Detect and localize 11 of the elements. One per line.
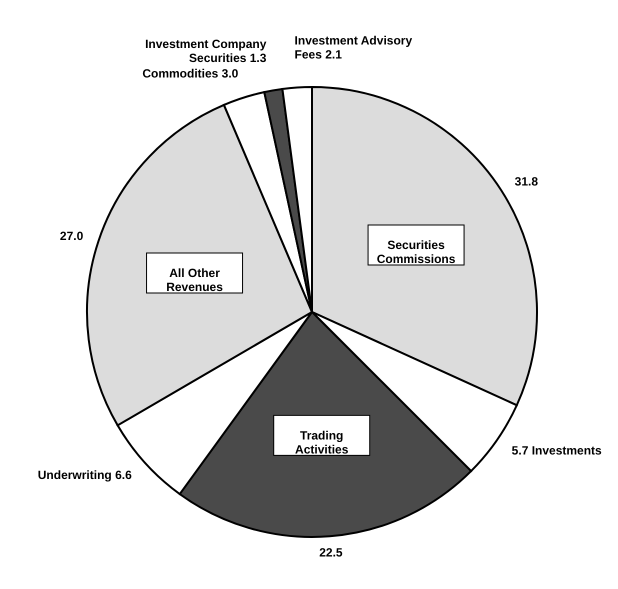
slice-label: 5.7 Investments xyxy=(512,443,602,458)
slice-label: Investment Advisory Fees 2.1 xyxy=(294,34,412,62)
slice-label: Trading Activities xyxy=(295,428,349,456)
data-label: 31.8 xyxy=(514,174,538,189)
slice-label: All Other Revenues xyxy=(166,266,224,294)
slice-label: Commodities 3.0 xyxy=(142,66,239,80)
slice-label: Investment Company Securities 1.3 xyxy=(145,36,267,65)
data-label: 27.0 xyxy=(60,229,84,244)
slice-label: Underwriting 6.6 xyxy=(38,468,132,482)
data-label: 22.5 xyxy=(319,545,343,560)
slice-label: Securities Commissions xyxy=(376,238,456,266)
